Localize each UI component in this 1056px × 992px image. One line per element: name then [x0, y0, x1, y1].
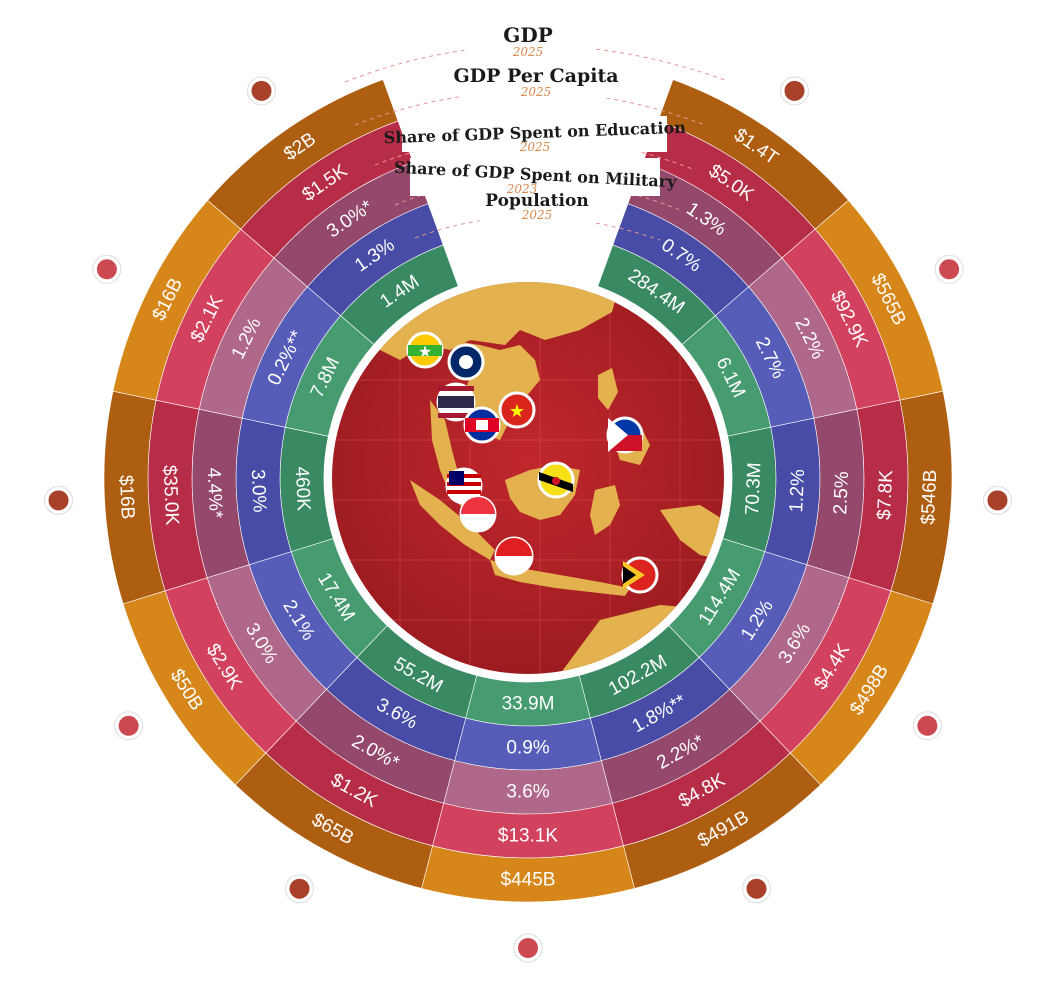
myanmar-flag-icon: ★	[406, 331, 444, 369]
timor-leste-flag-icon	[246, 76, 276, 106]
gdp-per-capita-value-label: $35.0K	[158, 464, 182, 525]
legend-title-gdp-per-capita: GDP Per Capita	[453, 65, 618, 87]
gdp-per-capita-value-label: $13.1K	[498, 826, 559, 847]
malaysia-flag-icon	[445, 467, 483, 505]
vietnam-flag-icon: ★	[498, 391, 536, 429]
military-value-label: 1.2%	[786, 469, 809, 513]
gdp-segment	[207, 79, 399, 230]
legend: GDP 2025 GDP Per Capita 2025 Share of GD…	[344, 20, 726, 241]
center-map: ★ ★	[332, 282, 724, 674]
population-value-label: 70.3M	[742, 462, 765, 516]
gdp-value-label: $445B	[501, 870, 556, 891]
singapore-flag-icon	[934, 254, 964, 284]
legend-year-military: 2023	[506, 182, 538, 196]
thailand-flag-icon	[436, 382, 476, 422]
laos-flag-icon	[92, 254, 122, 284]
military-value-label: 0.9%	[506, 738, 549, 759]
education-value-label: 4.4%*	[203, 467, 226, 519]
gdp-value-label: $16B	[115, 474, 138, 519]
laos-flag-icon	[447, 343, 485, 381]
vietnam-flag-icon	[742, 874, 772, 904]
malaysia-flag-icon	[513, 933, 543, 963]
brunei-flag-icon	[44, 485, 74, 515]
thailand-flag-icon	[982, 485, 1012, 515]
indonesia-flag-icon	[494, 536, 534, 576]
population-value-label: 33.9M	[502, 694, 555, 715]
cambodia-flag-icon	[114, 711, 144, 741]
map-flags: ★ ★	[406, 331, 659, 594]
legend-title-gdp: GDP	[503, 23, 552, 47]
philippines-flag-icon	[912, 711, 942, 741]
svg-text:★: ★	[509, 401, 525, 421]
legend-year-education: 2025	[519, 140, 551, 154]
singapore-flag-icon	[459, 495, 497, 533]
outer-flags	[44, 76, 1012, 963]
rings: 284.4M0.7%1.3%$5.0K$1.4T6.1M 2.7% 2.2%$92.…	[103, 79, 953, 903]
gdp-value-label: $546B	[918, 469, 942, 525]
brunei-flag-icon	[537, 461, 575, 499]
legend-year-population: 2025	[521, 208, 553, 222]
population-value-label: 460K	[291, 466, 314, 512]
cambodia-flag-icon	[463, 406, 501, 444]
indonesia-flag-icon	[780, 76, 810, 106]
philippines-flag-icon	[606, 416, 644, 454]
military-value-label: 3.0%	[247, 469, 270, 513]
timor-leste-flag-icon	[621, 556, 659, 594]
myanmar-flag-icon	[284, 874, 314, 904]
legend-year-gdp-per-capita: 2025	[520, 85, 552, 99]
gdp-per-capita-value-label: $7.8K	[874, 469, 897, 520]
legend-title-population: Population	[485, 191, 588, 211]
svg-text:★: ★	[418, 344, 432, 361]
education-value-label: 3.6%	[506, 782, 549, 803]
legend-year-gdp: 2025	[512, 45, 544, 59]
education-value-label: 2.5%	[830, 471, 853, 515]
